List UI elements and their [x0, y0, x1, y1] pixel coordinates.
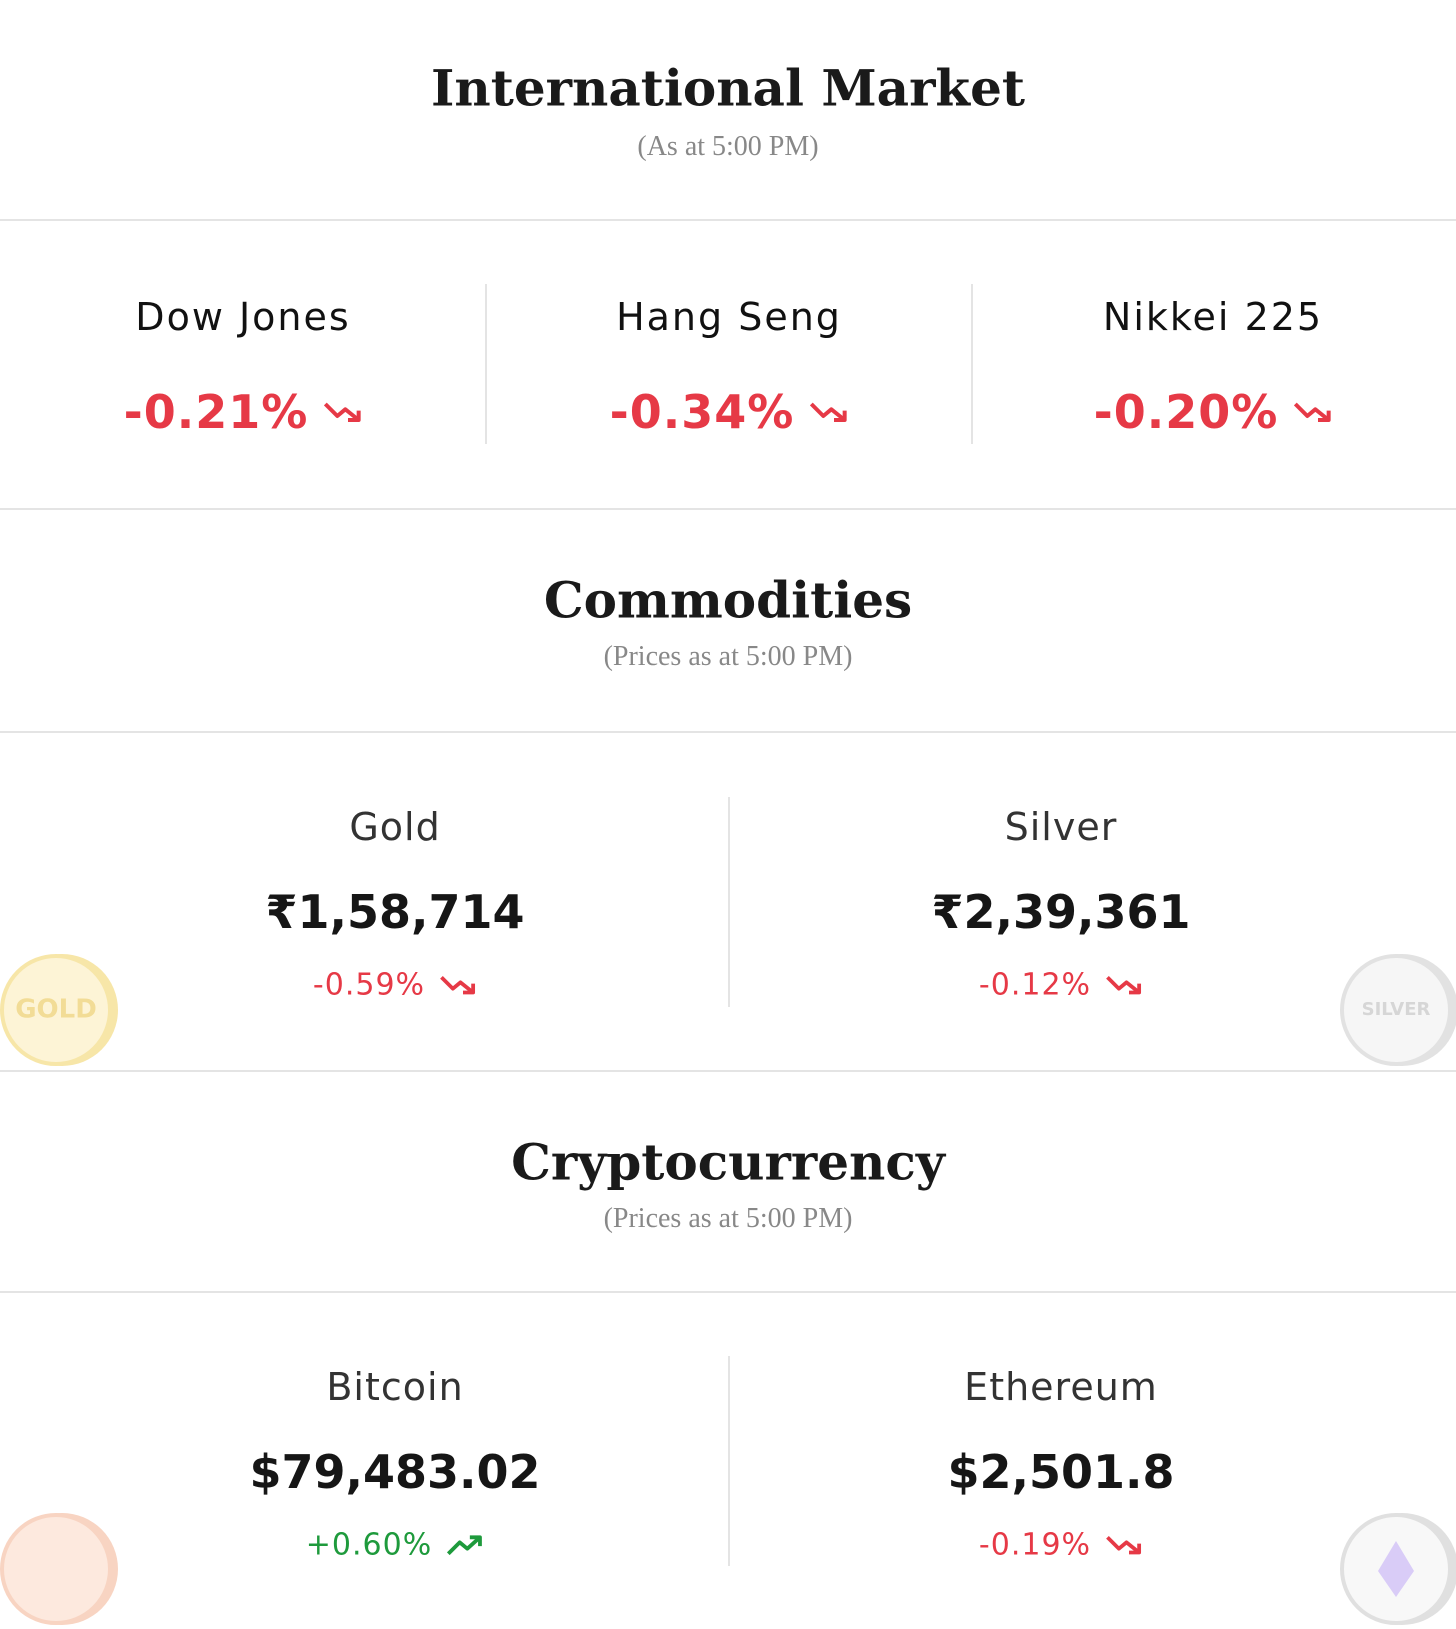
coin-icon	[0, 1513, 118, 1625]
trend-icon	[809, 402, 847, 422]
trend-stroke	[347, 410, 361, 422]
asset-price: $2,501.8	[947, 1445, 1175, 1499]
trend-icon	[323, 402, 361, 422]
divider	[0, 731, 1456, 733]
column-divider	[728, 1356, 730, 1566]
change-row: -0.21%	[124, 385, 363, 439]
index-name: Hang Seng	[616, 295, 842, 339]
trend-stroke	[1106, 976, 1141, 995]
change-row: -0.12%	[979, 968, 1143, 1003]
change-value: -0.34%	[609, 385, 795, 439]
divider	[0, 508, 1456, 510]
asset-name: Gold	[349, 805, 441, 849]
change-value: -0.20%	[1093, 385, 1279, 439]
change-row: -0.20%	[1094, 385, 1333, 439]
index-name: Dow Jones	[135, 295, 351, 339]
coin-label: GOLD	[15, 995, 97, 1025]
coin-face	[0, 1513, 112, 1625]
section-subtitle: (As at 5:00 PM)	[637, 131, 819, 162]
divider	[0, 219, 1456, 221]
coin-face	[0, 954, 112, 1066]
column-divider	[971, 284, 973, 444]
trend-stroke	[1129, 983, 1142, 995]
section-title: Commodities	[543, 570, 913, 630]
change-row: -0.59%	[313, 968, 477, 1003]
trend-stroke	[440, 976, 475, 995]
change-row: -0.34%	[610, 385, 849, 439]
change-row: +0.60%	[306, 1528, 484, 1563]
index-name: Nikkei 225	[1102, 295, 1324, 339]
asset-price: $79,483.02	[249, 1445, 541, 1499]
coin-icon: GOLD	[0, 954, 118, 1066]
coin-face	[1340, 954, 1452, 1066]
asset-name: Bitcoin	[326, 1365, 464, 1409]
change-value: +0.60%	[305, 1527, 433, 1563]
trend-stroke	[463, 983, 476, 995]
trend-icon	[1106, 1536, 1142, 1555]
asset-price: ₹1,58,714	[265, 885, 525, 939]
trend-icon	[1293, 402, 1331, 422]
change-row: -0.19%	[979, 1528, 1143, 1563]
trend-stroke	[1106, 1536, 1141, 1555]
section-subtitle: (Prices as at 5:00 PM)	[603, 1203, 853, 1234]
asset-name: Silver	[1004, 805, 1118, 849]
column-divider	[728, 797, 730, 1007]
trend-stroke	[1129, 1543, 1142, 1555]
divider	[0, 1070, 1456, 1072]
trend-icon	[447, 1535, 483, 1556]
trend-icon	[440, 976, 476, 995]
trend-stroke	[809, 402, 846, 422]
column-divider	[485, 284, 487, 444]
change-value: -0.21%	[123, 385, 309, 439]
change-value: -0.19%	[978, 1527, 1092, 1563]
section-title: Cryptocurrency	[511, 1132, 945, 1192]
eth-glyph	[1378, 1541, 1414, 1597]
change-value: -0.12%	[978, 967, 1092, 1003]
trend-icon	[1106, 976, 1142, 995]
coin-icon: SILVER	[1340, 954, 1456, 1066]
section-subtitle: (Prices as at 5:00 PM)	[603, 641, 853, 672]
trend-stroke	[1293, 402, 1330, 422]
divider	[0, 1291, 1456, 1293]
trend-stroke	[833, 410, 847, 422]
asset-price: ₹2,39,361	[931, 885, 1191, 939]
trend-stroke	[323, 402, 360, 422]
section-title: International Market	[431, 58, 1025, 118]
asset-name: Ethereum	[964, 1365, 1158, 1409]
trend-stroke	[1317, 410, 1331, 422]
coin-label: SILVER	[1362, 999, 1431, 1020]
change-value: -0.59%	[312, 967, 426, 1003]
trend-stroke	[447, 1535, 482, 1556]
coin-icon	[1340, 1513, 1456, 1625]
trend-stroke	[470, 1535, 483, 1547]
